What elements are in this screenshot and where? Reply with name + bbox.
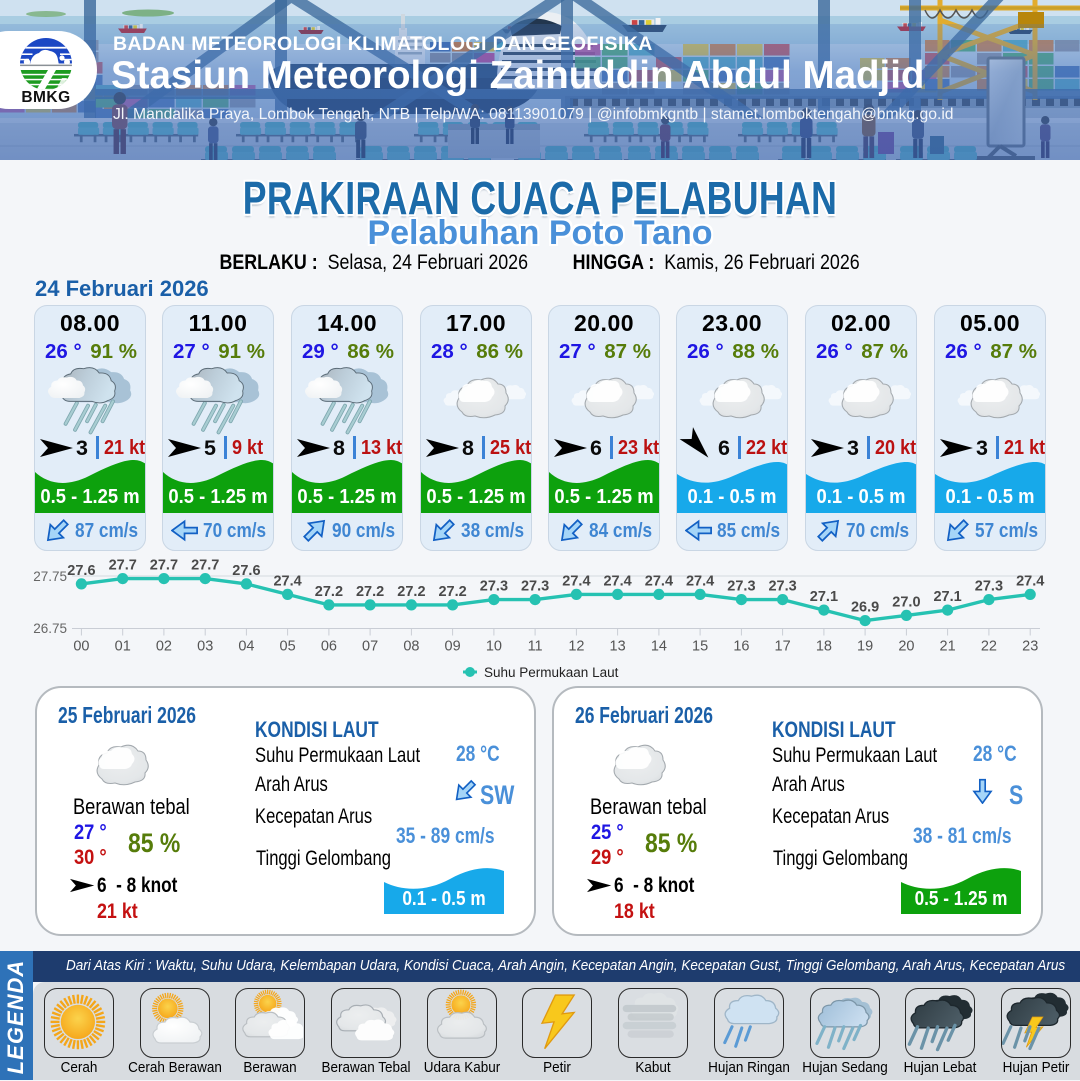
svg-text:10: 10 (486, 639, 502, 655)
svg-text:27.3: 27.3 (521, 579, 549, 595)
svg-text:27.2: 27.2 (438, 584, 466, 600)
svg-text:26.9: 26.9 (851, 600, 879, 616)
svg-text:Suhu Permukaan Laut: Suhu Permukaan Laut (484, 665, 619, 680)
svg-text:17: 17 (775, 639, 791, 655)
svg-text:08: 08 (403, 639, 419, 655)
svg-text:11: 11 (528, 639, 543, 655)
svg-text:27.2: 27.2 (397, 584, 425, 600)
svg-text:27.3: 27.3 (480, 579, 508, 595)
svg-text:27.6: 27.6 (232, 563, 260, 579)
svg-text:02: 02 (156, 639, 172, 655)
svg-text:26.75: 26.75 (33, 621, 67, 636)
svg-text:27.1: 27.1 (933, 589, 961, 605)
svg-text:15: 15 (692, 639, 708, 655)
svg-text:27.75: 27.75 (33, 569, 67, 584)
svg-text:19: 19 (857, 639, 873, 655)
svg-text:27.7: 27.7 (109, 558, 137, 574)
svg-text:27.2: 27.2 (356, 584, 384, 600)
svg-text:20: 20 (898, 639, 914, 655)
svg-text:14: 14 (651, 639, 667, 655)
svg-text:27.4: 27.4 (686, 573, 714, 589)
svg-text:03: 03 (197, 639, 213, 655)
svg-text:21: 21 (940, 639, 956, 655)
svg-text:27.2: 27.2 (315, 584, 343, 600)
svg-text:27.1: 27.1 (810, 589, 838, 605)
svg-text:04: 04 (238, 639, 254, 655)
svg-text:27.4: 27.4 (562, 573, 590, 589)
svg-text:27.4: 27.4 (645, 573, 673, 589)
svg-text:09: 09 (445, 639, 461, 655)
svg-text:27.0: 27.0 (892, 594, 920, 610)
svg-text:13: 13 (610, 639, 626, 655)
svg-text:05: 05 (280, 639, 296, 655)
svg-text:06: 06 (321, 639, 337, 655)
svg-text:27.4: 27.4 (603, 573, 631, 589)
svg-text:27.3: 27.3 (975, 579, 1003, 595)
svg-text:01: 01 (115, 639, 131, 655)
svg-text:27.4: 27.4 (273, 573, 301, 589)
svg-text:27.7: 27.7 (150, 558, 178, 574)
svg-text:27.4: 27.4 (1016, 573, 1044, 589)
svg-text:22: 22 (981, 639, 997, 655)
svg-text:27.6: 27.6 (67, 563, 95, 579)
svg-text:23: 23 (1022, 639, 1038, 655)
svg-text:27.3: 27.3 (768, 579, 796, 595)
svg-text:18: 18 (816, 639, 832, 655)
svg-text:16: 16 (733, 639, 749, 655)
svg-text:27.3: 27.3 (727, 579, 755, 595)
svg-text:12: 12 (568, 639, 584, 655)
svg-text:07: 07 (362, 639, 378, 655)
svg-text:27.7: 27.7 (191, 558, 219, 574)
svg-text:00: 00 (73, 639, 89, 655)
